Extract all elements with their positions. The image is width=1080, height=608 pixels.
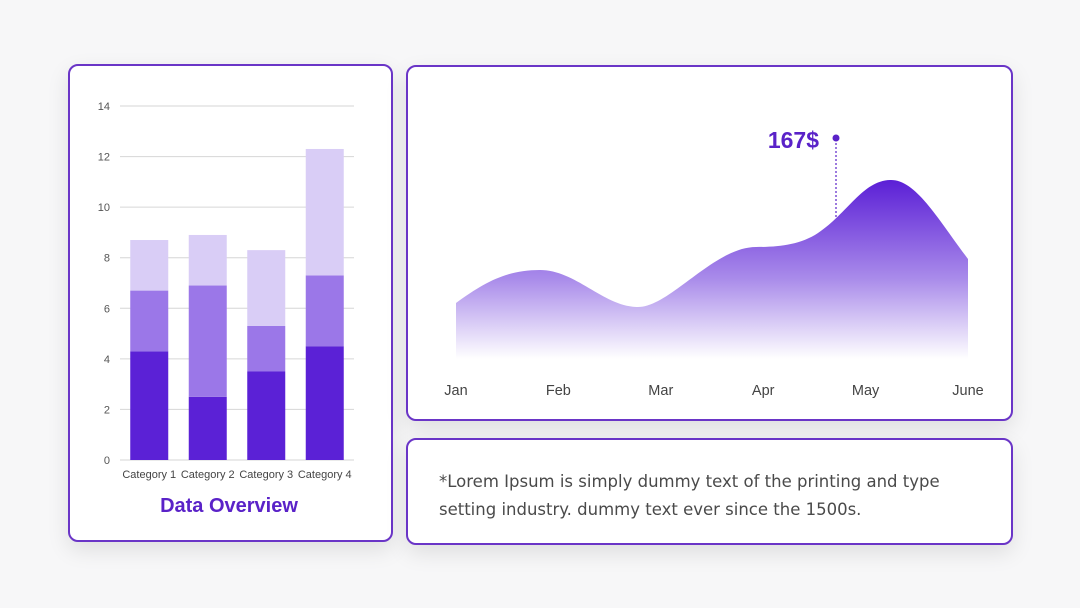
x-tick-label: Category 3 [239,469,293,481]
y-tick-label: 0 [104,455,110,467]
area-chart: 167$ Jan Feb Mar Apr May June [444,127,983,399]
bar-segment [305,346,344,460]
bar-segment [247,325,286,372]
month-label: May [852,383,880,399]
x-tick-label: Category 4 [298,469,352,481]
month-label: Feb [546,383,571,399]
note-text: *Lorem Ipsum is simply dummy text of the… [439,472,940,519]
month-label: June [952,383,983,399]
note-card: *Lorem Ipsum is simply dummy text of the… [406,438,1013,545]
annotation-label: 167$ [768,127,819,153]
bar-segment [305,148,344,276]
y-tick-label: 6 [104,303,110,315]
bar-chart-card: 0 2 4 6 8 10 12 14 Category 1 Category 2 Category… [68,64,393,542]
month-label: Apr [752,383,775,399]
y-tick-label: 8 [104,253,110,265]
area-chart-card: 167$ Jan Feb Mar Apr May June [406,65,1013,421]
bar-segment [130,351,169,460]
bar-segment [305,275,344,347]
y-tick-label: 12 [98,152,110,164]
annotation-dot [832,134,840,142]
month-label: Jan [444,383,467,399]
bar-segment [188,234,227,286]
bar-segment [130,290,169,352]
area-series [456,180,968,359]
x-tick-label: Category 2 [181,469,235,481]
y-tick-label: 14 [98,101,110,113]
x-tick-label: Category 1 [122,469,176,481]
bar-segment [188,396,227,460]
chart-caption: Data Overview [160,495,298,517]
month-label: Mar [648,383,673,399]
y-tick-label: 10 [98,202,110,214]
bar-segment [247,250,286,326]
stacked-bar-chart: 0 2 4 6 8 10 12 14 Category 1 Category 2 Category… [98,101,354,517]
y-tick-label: 4 [104,354,110,366]
bar-segment [130,240,169,291]
bar-segment [188,285,227,397]
y-tick-label: 2 [104,404,110,416]
bar-segment [247,371,286,460]
